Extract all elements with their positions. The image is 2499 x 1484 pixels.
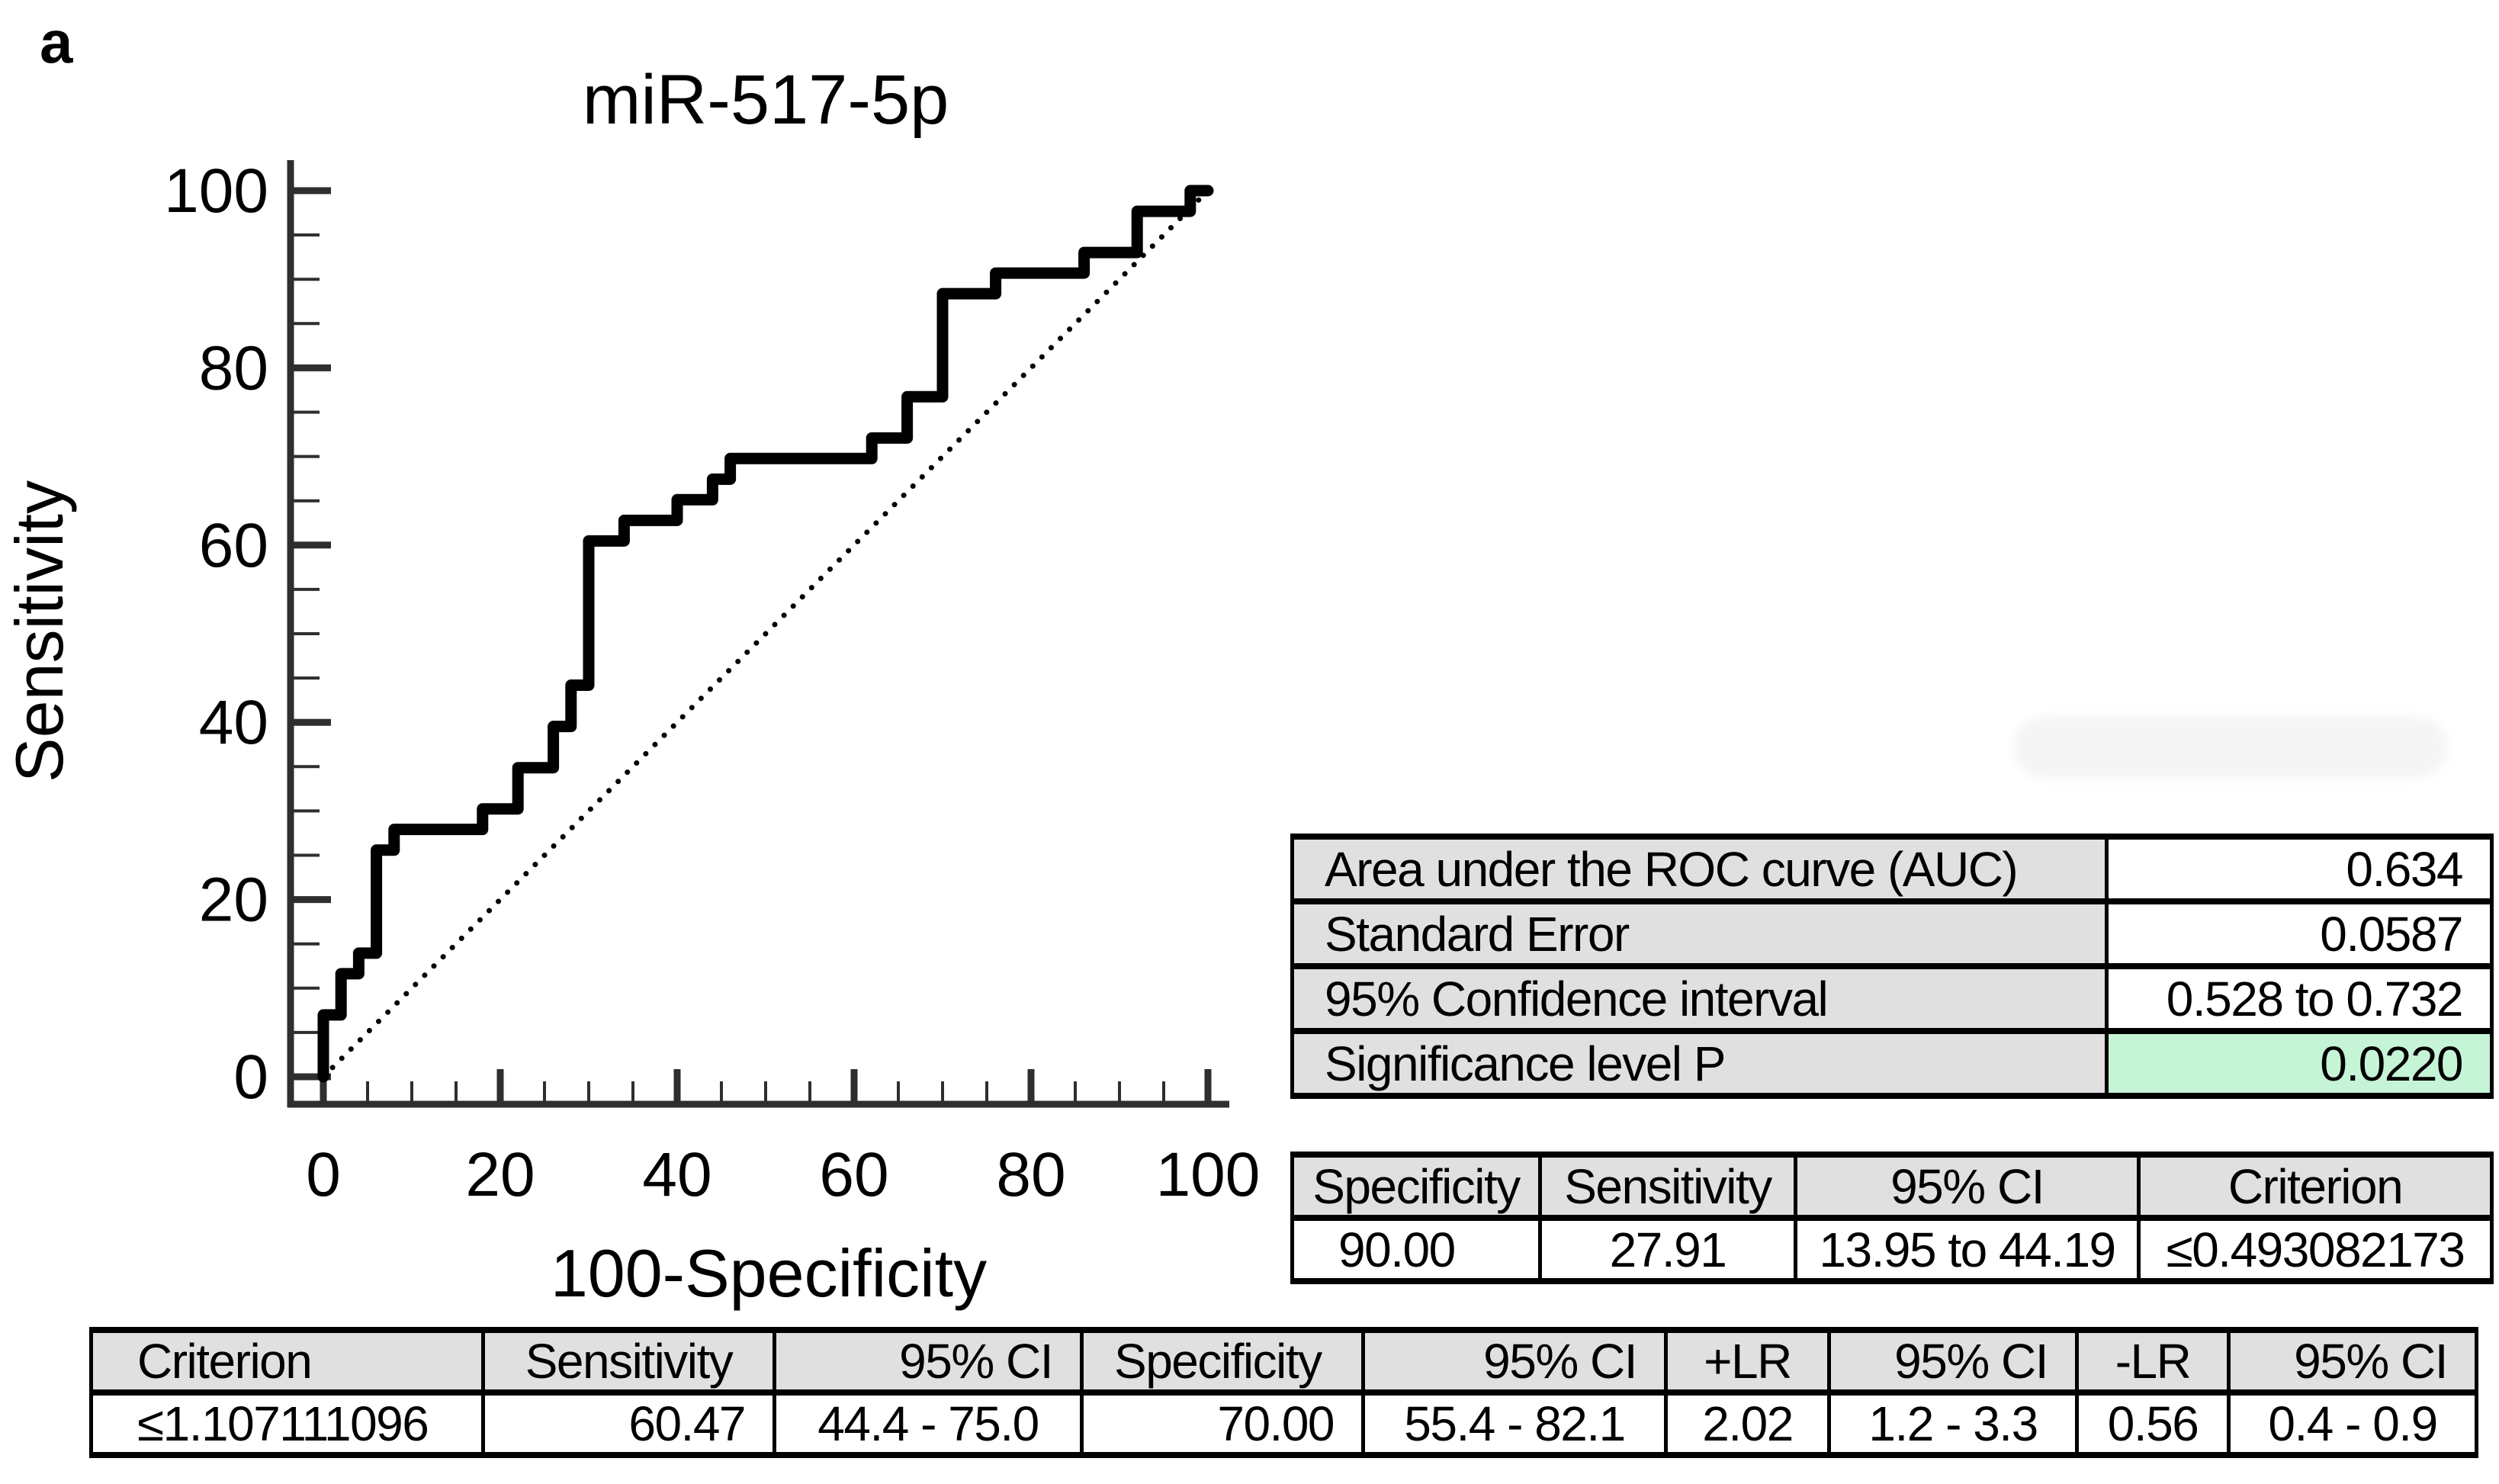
table-cell: 27.91 xyxy=(1538,1215,1797,1284)
table-header-row: Specificity Sensitivity 95% CI Criterion xyxy=(1290,1152,2494,1221)
column-header: Criterion xyxy=(89,1327,485,1396)
svg-text:80: 80 xyxy=(199,333,268,403)
table-cell: 60.47 xyxy=(481,1389,776,1458)
table-cell: 70.00 xyxy=(1080,1389,1365,1458)
svg-text:0: 0 xyxy=(306,1140,341,1209)
table-cell: 2.02 xyxy=(1664,1389,1831,1458)
column-header: Criterion xyxy=(2137,1152,2494,1221)
table-row: 95% Confidence interval 0.528 to 0.732 xyxy=(1290,963,2494,1034)
table-cell: 0.56 xyxy=(2075,1389,2231,1458)
svg-text:40: 40 xyxy=(199,688,268,757)
column-header: 95% CI xyxy=(2227,1327,2478,1396)
svg-text:100: 100 xyxy=(164,156,268,226)
svg-text:20: 20 xyxy=(465,1140,535,1209)
column-header: 95% CI xyxy=(1827,1327,2079,1396)
operating-point-table: Specificity Sensitivity 95% CI Criterion… xyxy=(1290,1152,2494,1284)
stat-label: Significance level P xyxy=(1290,1028,2109,1099)
y-axis-label: Sensitivity xyxy=(2,480,77,782)
svg-text:60: 60 xyxy=(199,511,268,580)
svg-text:100: 100 xyxy=(1156,1140,1261,1209)
column-header: Specificity xyxy=(1080,1327,1365,1396)
svg-text:40: 40 xyxy=(642,1140,711,1209)
svg-text:80: 80 xyxy=(996,1140,1065,1209)
table-cell: 13.95 to 44.19 xyxy=(1794,1215,2141,1284)
column-header: +LR xyxy=(1664,1327,1831,1396)
stat-label: Standard Error xyxy=(1290,898,2109,969)
stat-label: 95% Confidence interval xyxy=(1290,963,2109,1034)
table-cell: 55.4 - 82.1 xyxy=(1361,1389,1668,1458)
svg-text:20: 20 xyxy=(199,866,268,935)
stat-label: Area under the ROC curve (AUC) xyxy=(1290,834,2109,904)
column-header: Sensitivity xyxy=(1538,1152,1797,1221)
criterion-detail-table: Criterion Sensitivity 95% CI Specificity… xyxy=(89,1327,2478,1458)
column-header: 95% CI xyxy=(1361,1327,1668,1396)
plot-title: miR-517-5p xyxy=(583,61,949,139)
column-header: Specificity xyxy=(1290,1152,1542,1221)
stat-value: 0.528 to 0.732 xyxy=(2105,963,2494,1034)
table-cell: 90.00 xyxy=(1290,1215,1542,1284)
table-cell: ≤0.493082173 xyxy=(2137,1215,2494,1284)
column-header: 95% CI xyxy=(773,1327,1084,1396)
column-header: 95% CI xyxy=(1794,1152,2141,1221)
auc-statistics-table: Area under the ROC curve (AUC) 0.634 Sta… xyxy=(1290,834,2494,1099)
table-row: ≤1.107111096 60.47 44.4 - 75.0 70.00 55.… xyxy=(89,1389,2478,1458)
stat-value: 0.634 xyxy=(2105,834,2494,904)
table-cell: 1.2 - 3.3 xyxy=(1827,1389,2079,1458)
table-row: Significance level P 0.0220 xyxy=(1290,1028,2494,1099)
table-cell: 44.4 - 75.0 xyxy=(773,1389,1084,1458)
p-value-cell: 0.0220 xyxy=(2105,1028,2494,1099)
faint-print-artifact xyxy=(2013,717,2448,778)
table-cell: ≤1.107111096 xyxy=(89,1389,485,1458)
table-cell: 0.4 - 0.9 xyxy=(2227,1389,2478,1458)
table-header-row: Criterion Sensitivity 95% CI Specificity… xyxy=(89,1327,2478,1396)
x-axis-label: 100-Specificity xyxy=(551,1235,987,1311)
stat-value: 0.0587 xyxy=(2105,898,2494,969)
column-header: -LR xyxy=(2075,1327,2231,1396)
column-header: Sensitivity xyxy=(481,1327,776,1396)
panel-letter: a xyxy=(40,8,73,75)
table-row: 90.00 27.91 13.95 to 44.19 ≤0.493082173 xyxy=(1290,1215,2494,1284)
table-row: Standard Error 0.0587 xyxy=(1290,898,2494,969)
svg-text:60: 60 xyxy=(819,1140,888,1209)
svg-text:0: 0 xyxy=(233,1042,268,1112)
table-row: Area under the ROC curve (AUC) 0.634 xyxy=(1290,834,2494,904)
